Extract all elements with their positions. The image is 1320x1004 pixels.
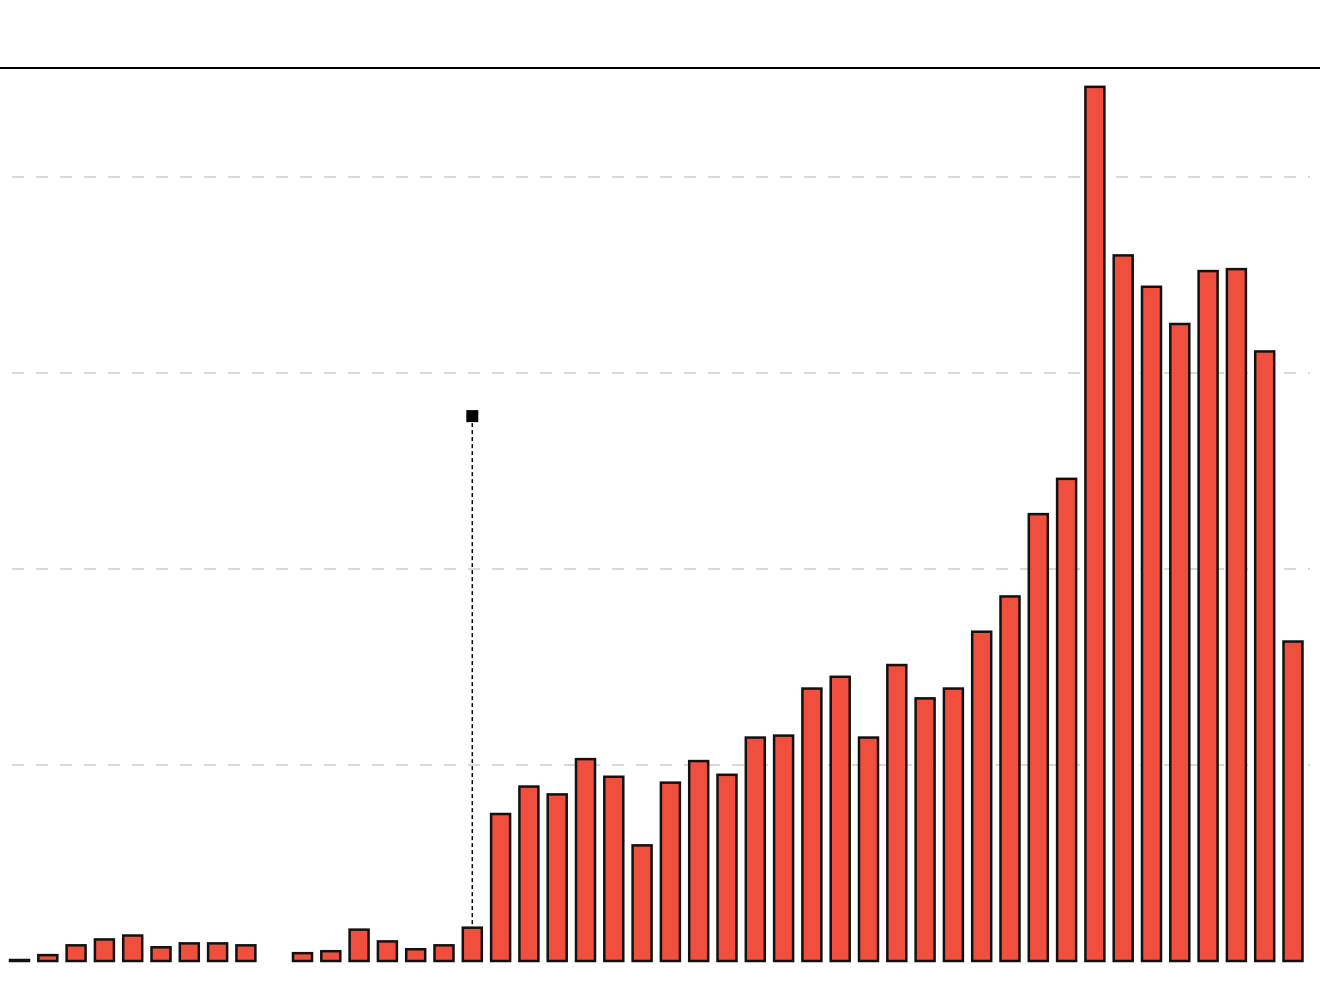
- bar-34: [942, 687, 965, 963]
- bar-27: [744, 736, 767, 963]
- annotation: [466, 410, 479, 928]
- bar-22: [603, 775, 625, 963]
- bar-26: [716, 773, 738, 963]
- bar-4: [93, 938, 116, 963]
- bar-43: [1197, 269, 1219, 963]
- bar-44: [1225, 267, 1248, 963]
- bar-39: [1084, 85, 1106, 963]
- bars: [8, 85, 1304, 963]
- bar-1: [8, 958, 31, 963]
- bar-38: [1055, 477, 1078, 963]
- bar-9: [235, 944, 257, 963]
- bar-40: [1112, 254, 1134, 963]
- bar-14: [376, 940, 399, 963]
- bar-16: [433, 944, 455, 963]
- bar-12: [320, 949, 342, 963]
- bar-30: [829, 675, 851, 963]
- bar-15: [404, 947, 427, 963]
- bar-45: [1253, 350, 1276, 963]
- bar-32: [886, 663, 908, 963]
- bar-11: [291, 951, 314, 963]
- bar-31: [857, 736, 880, 963]
- bar-23: [631, 844, 653, 963]
- bar-8: [206, 942, 229, 963]
- bar-3: [65, 944, 87, 963]
- bar-21: [574, 757, 597, 963]
- bar-37: [1027, 512, 1050, 963]
- bar-36: [999, 595, 1021, 963]
- bar-41: [1140, 285, 1163, 963]
- bar-24: [659, 781, 682, 963]
- bar-25: [687, 759, 710, 963]
- bar-13: [348, 928, 370, 963]
- bar-20: [546, 793, 568, 963]
- bar-17: [461, 926, 484, 963]
- bar-19: [518, 785, 540, 963]
- bar-18: [489, 812, 512, 963]
- bar-5: [121, 934, 144, 963]
- bar-7: [178, 942, 201, 963]
- bar-6: [150, 946, 172, 963]
- bar-29: [801, 687, 823, 963]
- bar-28: [772, 734, 795, 963]
- bar-46: [1282, 640, 1304, 963]
- bar-33: [914, 697, 936, 963]
- bar-35: [970, 630, 993, 963]
- bar-2: [37, 953, 59, 963]
- bar-42: [1169, 322, 1191, 963]
- annotation-marker: [466, 410, 479, 423]
